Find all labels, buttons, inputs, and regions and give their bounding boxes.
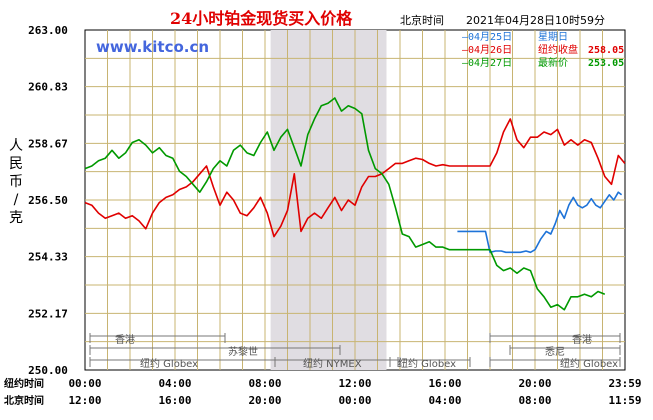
- y-tick-label: 258.67: [28, 137, 68, 150]
- market-sessions: [89, 333, 621, 367]
- watermark-text: www.kitco.cn: [96, 38, 209, 56]
- legend-desc: 最新价: [538, 56, 568, 69]
- legend-date: —04月26日: [462, 44, 512, 56]
- market-label-hk-1: 香港: [115, 334, 135, 346]
- market-label-sydney: 悉尼: [545, 346, 565, 358]
- y-axis-label-char: 币: [9, 174, 23, 190]
- chart-title: 24小时铂金现货买入价格: [170, 9, 353, 28]
- x-tick-label-bj: 08:00: [518, 394, 551, 407]
- x-tick-label-bj: 16:00: [158, 394, 191, 407]
- y-tick-label: 254.33: [28, 251, 68, 264]
- legend-date: —04月27日: [462, 57, 512, 69]
- series-line-1: [457, 191, 623, 254]
- x-tick-label-bj: 00:00: [338, 394, 371, 407]
- x-tick-label-ny: 08:00: [248, 377, 281, 390]
- y-tick-label: 256.50: [28, 194, 68, 207]
- x-tick-label-ny: 04:00: [158, 377, 191, 390]
- legend-value: 253.05: [588, 58, 624, 69]
- bj-time-row-label: 北京时间: [4, 394, 44, 407]
- market-label-zurich: 苏黎世: [228, 345, 258, 358]
- x-tick-label-ny: 16:00: [428, 377, 461, 390]
- y-tick-label: 250.00: [28, 364, 68, 377]
- series-lines: [84, 97, 626, 311]
- legend-value: 258.05: [588, 45, 624, 56]
- legend: —04月25日 星期日 —04月26日 纽约收盘 258.05 —04月27日 最新价 253…: [462, 31, 624, 69]
- x-tick-label-bj: 12:00: [68, 394, 101, 407]
- legend-desc: 星期日: [538, 31, 568, 43]
- y-tick-label: 260.83: [28, 81, 68, 94]
- y-tick-label: 252.17: [28, 307, 68, 320]
- x-tick-label-ny: 23:59: [608, 377, 641, 390]
- x-tick-label-bj: 20:00: [248, 394, 281, 407]
- market-label-globex-2: 纽约 Globex: [398, 357, 456, 370]
- y-axis-label-text: 人民币 / 克: [9, 138, 23, 226]
- y-tick-label: 263.00: [28, 24, 68, 37]
- y-axis-label-char: 克: [9, 210, 23, 226]
- legend-desc: 纽约收盘: [538, 43, 578, 56]
- y-axis-label-char: 人: [9, 138, 23, 154]
- legend-date: —04月25日: [462, 31, 512, 43]
- y-axis-label: 人民币 / 克: [9, 138, 23, 226]
- header-timestamp: 2021年04月28日10时59分: [466, 13, 605, 27]
- x-tick-label-bj: 11:59: [608, 394, 641, 407]
- x-tick-label-ny: 00:00: [68, 377, 101, 390]
- y-axis-label-char: /: [14, 192, 19, 208]
- series-line-3: [84, 97, 606, 311]
- market-label-globex-1: 纽约 Globex: [140, 357, 198, 370]
- header-time-label: 北京时间: [400, 13, 444, 27]
- x-tick-label-ny: 12:00: [338, 377, 371, 390]
- grid: [85, 30, 625, 370]
- market-label-globex-3: 纽约 Globex: [560, 357, 618, 370]
- x-tick-label-bj: 04:00: [428, 394, 461, 407]
- y-axis-label-char: 民: [9, 156, 23, 172]
- series-line-2: [84, 118, 626, 238]
- x-tick-label-ny: 20:00: [518, 377, 551, 390]
- y-axis-ticks: 263.00 260.83 258.67 256.50 254.33 252.17 250.…: [28, 24, 68, 377]
- market-label-nymex: 纽约 NYMEX: [303, 357, 362, 370]
- market-label-hk-2: 香港: [572, 334, 592, 346]
- x-axis-ticks: 00:00 04:00 08:00 12:00 16:00 20:00 23:59 12:00…: [68, 377, 641, 407]
- ny-time-row-label: 纽约时间: [4, 377, 44, 390]
